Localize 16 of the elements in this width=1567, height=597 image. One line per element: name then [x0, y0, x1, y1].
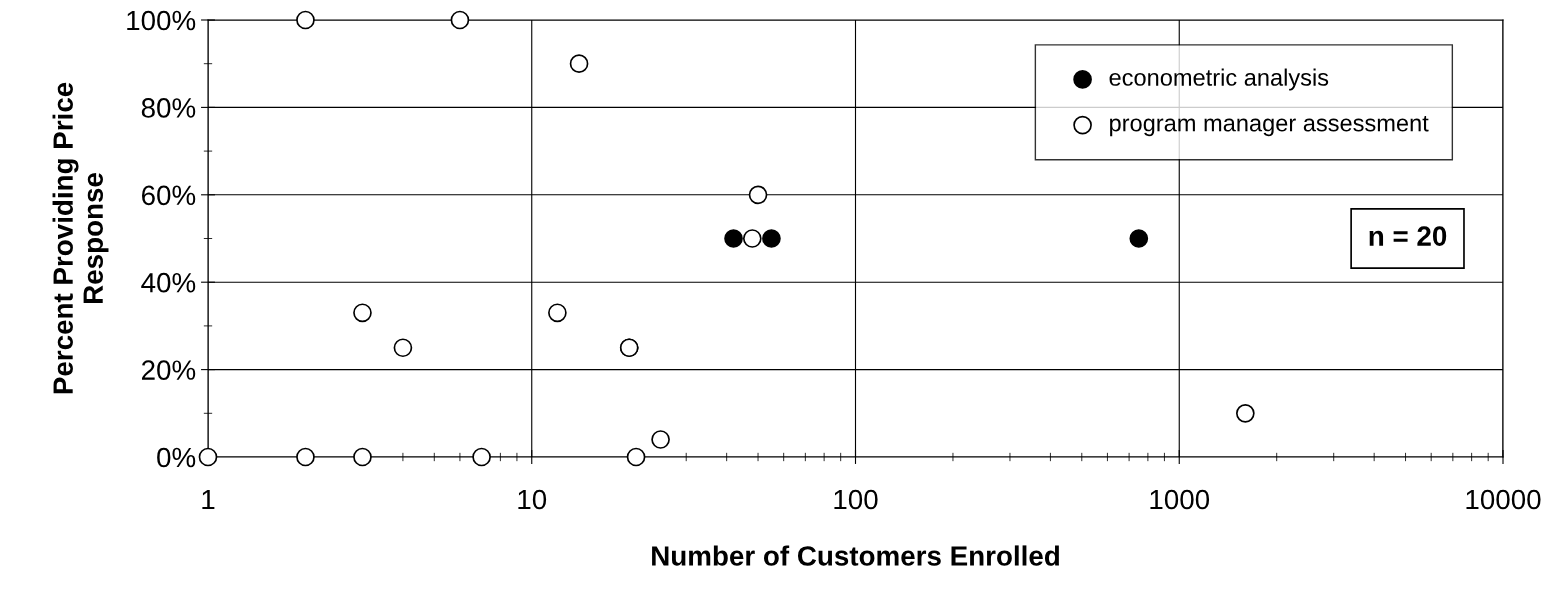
y-tick-label: 40% — [141, 272, 196, 293]
x-tick-label: 1000 — [1150, 489, 1210, 510]
y-axis-title: Percent Providing Price Response — [52, 82, 109, 394]
y-tick-label: 80% — [141, 98, 196, 118]
legend-label: econometric analysis — [1109, 68, 1329, 91]
x-tick-label: 10 — [518, 489, 547, 510]
y-tick-label: 60% — [142, 185, 196, 206]
y-tick-label: 100% — [127, 10, 196, 31]
y-tick-label: 0% — [157, 447, 196, 468]
y-tick-label: 20% — [142, 360, 196, 380]
x-tick-label: 1 — [202, 489, 215, 510]
annotation: n = 20 — [1369, 226, 1447, 246]
legend-label: program manager assessment — [1110, 115, 1429, 137]
x-tick-label: 10000 — [1466, 489, 1541, 510]
x-tick-label: 100 — [834, 489, 878, 510]
x-axis-title: Number of Customers Enrolled — [652, 545, 1059, 566]
